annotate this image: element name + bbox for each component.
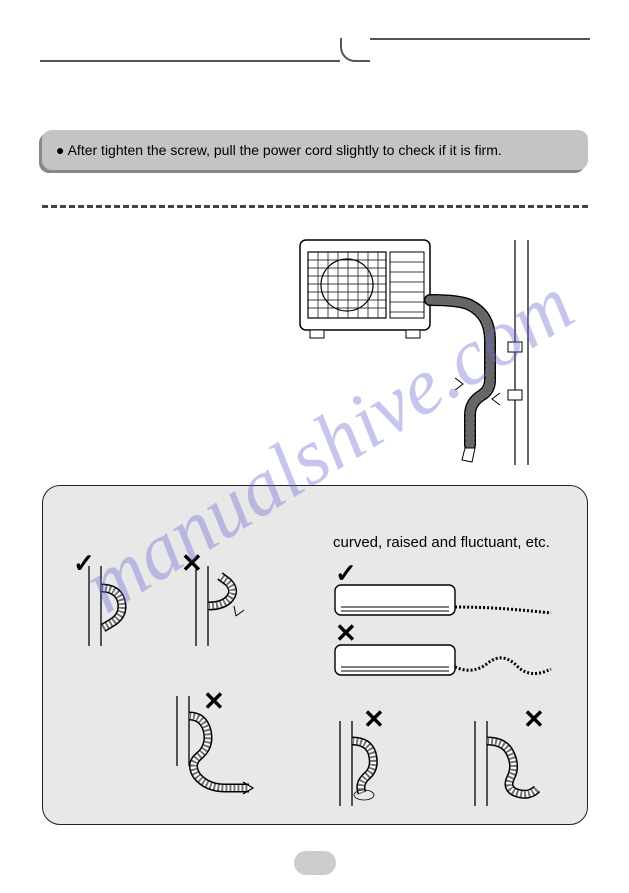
cross-icon: ✕: [203, 686, 225, 717]
examples-panel: curved, raised and fluctuant, etc. ✓ ✕ ✓…: [42, 485, 588, 825]
outdoor-unit-diagram: [290, 230, 570, 470]
check-icon: ✓: [73, 548, 95, 579]
dashed-divider: [42, 205, 588, 208]
header-rule-right: [370, 38, 590, 40]
header-rule-left: [40, 60, 340, 62]
cross-icon: ✕: [335, 618, 357, 649]
panel-caption: curved, raised and fluctuant, etc.: [333, 534, 550, 551]
indoor-bad: [333, 641, 553, 681]
cross-icon: ✕: [181, 548, 203, 579]
note-text: After tighten the screw, pull the power …: [68, 142, 502, 158]
cross-icon: ✕: [363, 704, 385, 735]
indoor-ok: [333, 581, 553, 621]
note-box: ● After tighten the screw, pull the powe…: [42, 130, 588, 170]
page-number-badge: [294, 851, 336, 875]
note-bullet: ●: [56, 142, 64, 158]
header-rule-curve: [340, 38, 370, 62]
check-icon: ✓: [335, 558, 357, 589]
cross-icon: ✕: [523, 704, 545, 735]
